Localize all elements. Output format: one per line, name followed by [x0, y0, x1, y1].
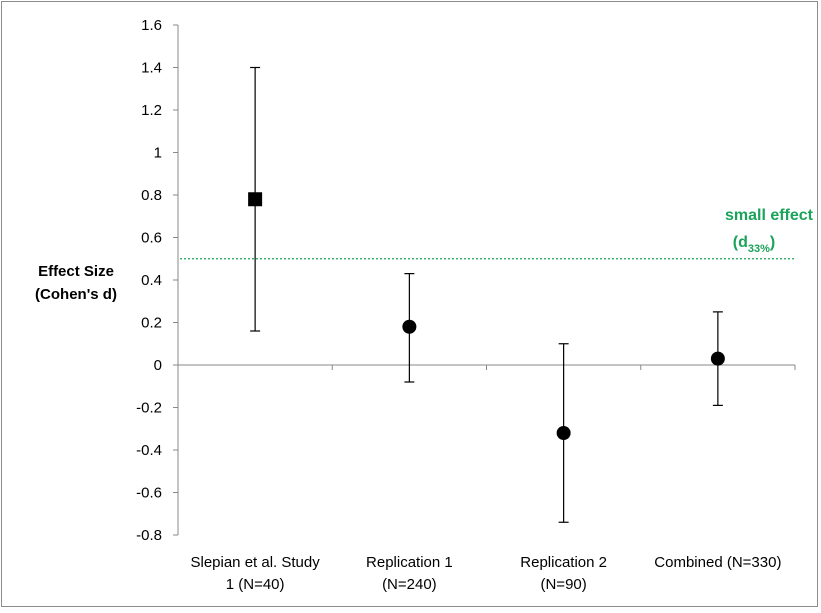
- sublabel-end: ): [770, 234, 775, 251]
- y-tick-label: -0.8: [136, 527, 162, 544]
- category-label: Combined (N=330): [654, 554, 781, 571]
- axes: [177, 25, 796, 535]
- data-point-circle: [402, 319, 417, 334]
- y-tick-label: -0.2: [136, 400, 162, 417]
- y-axis-label-line: Effect Size: [38, 263, 114, 280]
- reference-line-group: small effect (d33%): [180, 207, 814, 260]
- y-axis-label: Effect Size (Cohen's d): [35, 263, 117, 303]
- sublabel-subscript: 33%: [748, 243, 770, 255]
- y-tick-label: -0.4: [136, 442, 162, 459]
- y-tick-label: 0.2: [141, 315, 162, 332]
- data-point-circle: [710, 351, 725, 366]
- data-point-square: [248, 192, 263, 207]
- y-tick-label: 0.6: [141, 230, 162, 247]
- category-label: (N=240): [382, 576, 437, 593]
- category-label: Slepian et al. Study: [190, 554, 320, 571]
- reference-line-sublabel: (d33%): [733, 234, 775, 255]
- reference-line-label: small effect: [725, 207, 814, 224]
- y-tick-label: 1.4: [141, 60, 162, 77]
- sublabel-main: (d: [733, 234, 748, 251]
- y-tick-label: 1: [154, 145, 162, 162]
- data-point-circle: [556, 426, 571, 440]
- y-tick-labels: 1.6 1.4 1.2 1 0.8 0.6 0.4 0.2 0 -0.2 -0.4 -0.6 -0.8: [136, 17, 178, 544]
- category-labels: Slepian et al. Study 1 (N=40) Replication …: [190, 554, 781, 593]
- y-tick-label: 0.4: [141, 272, 162, 289]
- category-label: Replication 1: [366, 554, 453, 571]
- y-axis-label-line: (Cohen's d): [35, 286, 117, 303]
- category-label: 1 (N=40): [226, 576, 285, 593]
- data-marks: [248, 66, 725, 523]
- y-tick-label: 1.2: [141, 102, 162, 119]
- category-label: Replication 2: [520, 554, 607, 571]
- y-tick-label: -0.6: [136, 485, 162, 502]
- y-tick-label: 0.8: [141, 187, 162, 204]
- y-tick-label: 1.6: [141, 17, 162, 34]
- category-label: (N=90): [540, 576, 586, 593]
- y-tick-label: 0: [154, 357, 162, 374]
